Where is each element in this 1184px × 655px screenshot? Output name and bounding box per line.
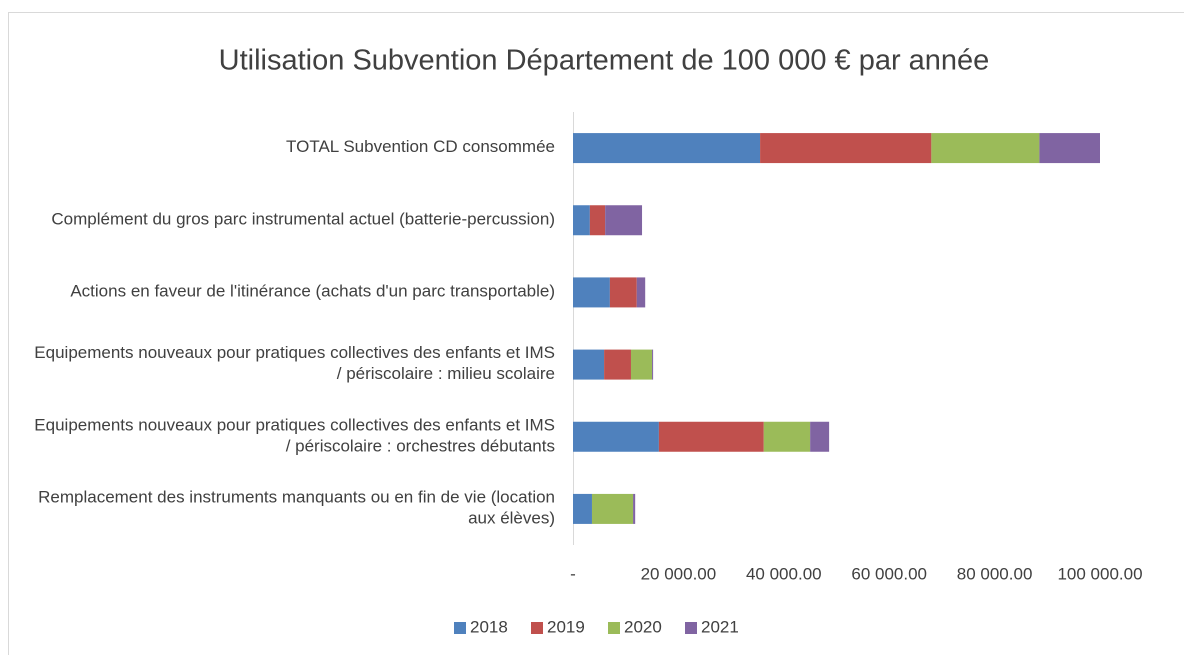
x-tick-label: 100 000.00 (1057, 564, 1142, 583)
x-tick-label: - (570, 564, 576, 583)
label-line: / périscolaire : milieu scolaire (337, 365, 555, 384)
bar-segment (630, 349, 653, 380)
bar-segment (573, 205, 590, 236)
category-label: Complément du gros parc instrumental act… (51, 210, 555, 229)
label-line: aux élèves) (468, 509, 555, 528)
legend-swatch (531, 622, 543, 634)
x-tick-label: 80 000.00 (957, 564, 1033, 583)
bar-segment (604, 349, 631, 380)
legend-swatch (454, 622, 466, 634)
bar-segment (658, 421, 764, 452)
legend-label: 2021 (701, 617, 739, 636)
bar-segment (609, 277, 637, 308)
bar-segment (633, 493, 636, 524)
legend-label: 2020 (624, 617, 662, 636)
bar-segment (763, 421, 811, 452)
bar-segment (1039, 133, 1100, 164)
label-line: Remplacement des instruments manquants o… (38, 488, 555, 507)
label-line: Equipements nouveaux pour pratiques coll… (34, 344, 555, 363)
bar-segment (573, 493, 592, 524)
category-label: Remplacement des instruments manquants o… (38, 488, 555, 528)
bar-segment (605, 205, 643, 236)
bar-segment (591, 493, 634, 524)
bar-segment (652, 349, 654, 380)
bar-segment (810, 421, 830, 452)
legend-swatch (608, 622, 620, 634)
category-label: Equipements nouveaux pour pratiques coll… (34, 416, 555, 456)
legend-label: 2018 (470, 617, 508, 636)
label-line: Equipements nouveaux pour pratiques coll… (34, 416, 555, 435)
label-line: TOTAL Subvention CD consommée (286, 138, 555, 157)
chart-frame (8, 12, 1184, 655)
bar-segment (573, 349, 605, 380)
label-line: / périscolaire : orchestres débutants (286, 437, 555, 456)
legend-swatch (685, 622, 697, 634)
category-label: Equipements nouveaux pour pratiques coll… (34, 344, 555, 384)
bar-segment (573, 421, 659, 452)
label-line: Actions en faveur de l'itinérance (achat… (70, 282, 555, 301)
category-label: TOTAL Subvention CD consommée (286, 138, 555, 157)
chart-title: Utilisation Subvention Département de 10… (219, 45, 990, 77)
bar-segment (573, 133, 761, 164)
x-tick-label: 40 000.00 (746, 564, 822, 583)
category-label: Actions en faveur de l'itinérance (achat… (70, 282, 555, 301)
legend-label: 2019 (547, 617, 585, 636)
bar-segment (931, 133, 1040, 164)
bar-segment (760, 133, 932, 164)
bar-segment (573, 277, 610, 308)
x-tick-label: 60 000.00 (851, 564, 927, 583)
label-line: Complément du gros parc instrumental act… (51, 210, 555, 229)
bar-segment (589, 205, 606, 236)
x-tick-label: 20 000.00 (641, 564, 717, 583)
bar-segment (636, 277, 646, 308)
